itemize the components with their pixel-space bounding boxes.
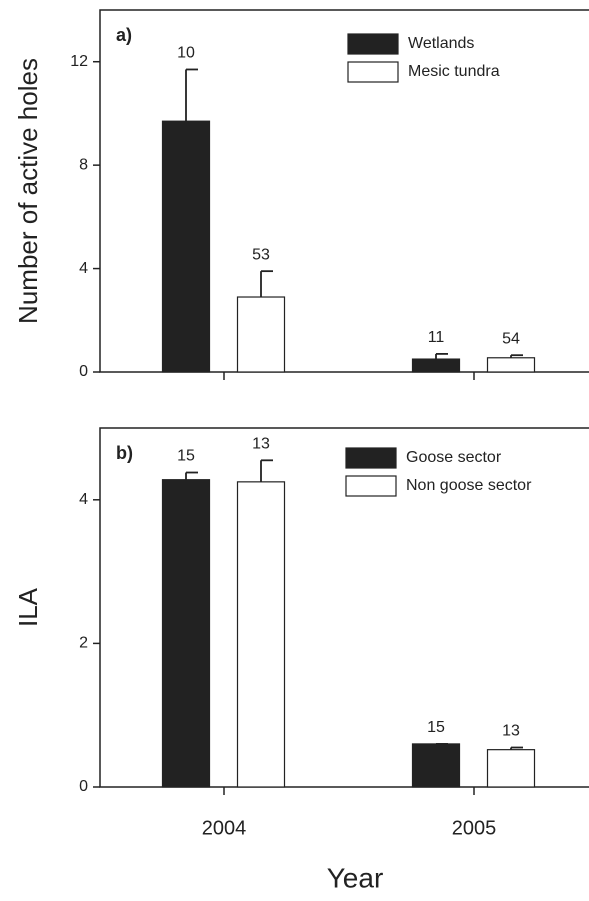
sample-size-label: 15 [427,719,445,736]
legend-label: Wetlands [408,35,474,52]
sample-size-label: 53 [252,246,270,263]
x-tick-label: 2005 [452,817,497,839]
panel-label: a) [116,25,132,45]
error-bar [185,68,198,122]
bar [236,481,286,788]
y-tick-label: 0 [79,363,88,380]
x-axis-label: Year [327,862,384,893]
legend-swatch [345,475,397,497]
error-bar [435,352,448,360]
sample-size-label: 54 [502,330,520,347]
sample-size-label: 15 [177,448,195,465]
y-tick-label: 8 [79,156,88,173]
error-bar [185,471,198,480]
y-tick-label: 4 [79,491,88,508]
y-tick-label: 4 [79,260,88,277]
legend-swatch [347,61,399,83]
sample-size-label: 10 [177,45,195,62]
bar [486,357,536,373]
legend-swatch [347,33,399,55]
error-bar [510,746,523,750]
legend-label: Mesic tundra [408,63,500,80]
bar [411,358,461,373]
sample-size-label: 13 [252,436,270,453]
bar [161,479,211,788]
legend-swatch [345,447,397,469]
x-tick-label: 2004 [202,817,247,839]
bar [236,296,286,373]
sample-size-label: 13 [502,723,520,740]
error-bar [260,270,273,298]
sample-size-label: 11 [428,329,445,346]
y-tick-label: 2 [79,635,88,652]
legend-label: Goose sector [406,449,502,466]
y-axis-label: Number of active holes [13,58,43,324]
plot-frame [99,427,589,788]
bar [486,749,536,788]
panel-label: b) [116,443,133,463]
legend-label: Non goose sector [406,477,532,494]
bar [161,120,211,373]
y-axis-label: ILA [13,587,43,627]
bar [411,743,461,788]
y-tick-label: 0 [79,778,88,795]
error-bar [510,354,523,358]
y-tick-label: 12 [70,53,88,70]
plot-frame [99,9,589,373]
error-bar [260,459,273,482]
